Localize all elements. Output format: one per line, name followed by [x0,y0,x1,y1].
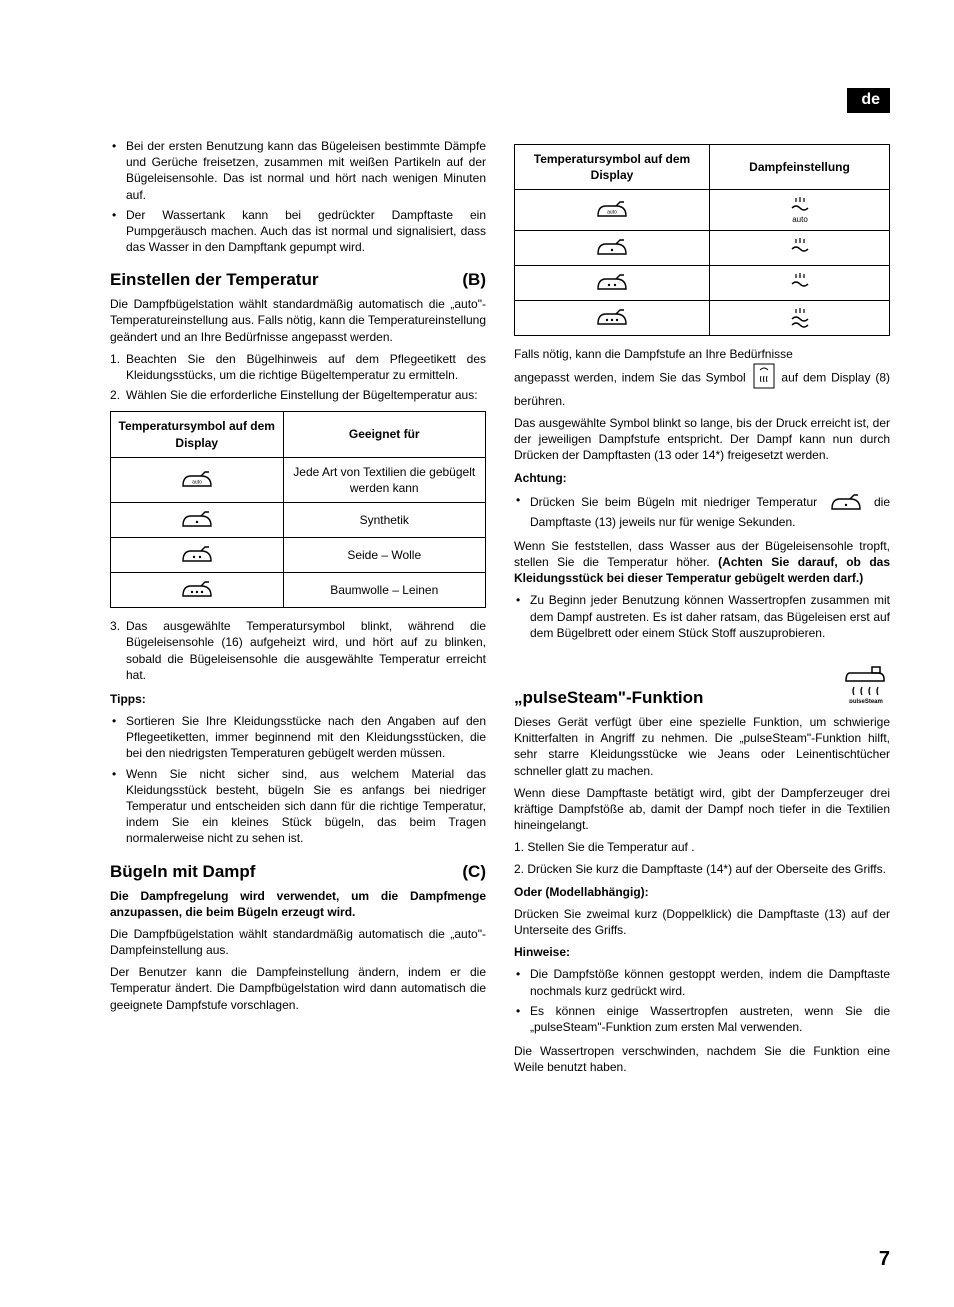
section-c-title: Bügeln mit Dampf [110,861,255,884]
intro-bullets: Bei der ersten Benutzung kann das Bügele… [110,138,486,255]
intro-bullet-1: Bei der ersten Benutzung kann das Bügele… [110,138,486,203]
tip-1: Sortieren Sie Ihre Kleidungsstücke nach … [110,713,486,762]
table1-text-cell: Jede Art von Textilien die gebügelt werd… [283,457,486,502]
table1-row: Synthetik [111,503,486,538]
page: de Bei der ersten Benutzung kann das Büg… [0,0,954,1307]
table1-text-cell: Seide – Wolle [283,538,486,573]
table2-steam-cell [710,301,890,336]
oder-paragraph: Drücken Sie zweimal kurz (Doppelklick) d… [514,906,890,938]
tips-label: Tipps: [110,691,486,707]
section-b-step-1: Beachten Sie den Bügelhinweis auf dem Pf… [110,351,486,383]
section-b-step3-list: Das ausgewählte Temperatursymbol blinkt,… [110,618,486,683]
table1-icon-cell [111,503,284,538]
section-b-title: Einstellen der Temperatur [110,269,318,292]
pulse-steam-title: „pulseSteam"-Funktion [514,687,703,710]
table1-icon-cell: auto [111,457,284,502]
after-warn-list: Zu Beginn jeder Benutzung können Wassert… [514,592,890,641]
table2-row [515,231,890,266]
table2-head-left: Temperatursymbol auf dem Display [515,145,710,190]
tip-2: Wenn Sie nicht sicher sind, aus welchem … [110,766,486,847]
hinweise-label: Hinweise: [514,944,890,960]
achtung-bullet-a: Drücken Sie beim Bügeln mit niedriger Te… [530,495,817,509]
hinweis-1: Die Dampfstöße können gestoppt werden, i… [514,966,890,998]
table1-row: auto Jede Art von Textilien die gebügelt… [111,457,486,502]
svg-text:pulseSteam: pulseSteam [849,699,883,703]
section-b-intro: Die Dampfbügelstation wählt standardmäßi… [110,296,486,345]
section-b-heading: Einstellen der Temperatur (B) [110,269,486,292]
table1-row: Baumwolle – Leinen [111,573,486,608]
section-b-step-2: Wählen Sie die erforderliche Einstellung… [110,387,486,403]
steam-adjust-a: Falls nötig, kann die Dampfstufe an Ihre… [514,347,793,361]
table2-steam-cell [710,266,890,301]
pulse-steam-heading: „pulseSteam"-Funktion pulseSteam [514,663,890,710]
iron-one-dot-icon [826,492,866,514]
table2-row [515,301,890,336]
temperature-suitability-table: Temperatursymbol auf dem Display Geeigne… [110,411,486,608]
pulse-intro: Dieses Gerät verfügt über eine spezielle… [514,714,890,779]
final-paragraph: Die Wassertropen verschwinden, nachdem S… [514,1043,890,1075]
table2-head-right: Dampfeinstellung [710,145,890,190]
two-column-layout: Bei der ersten Benutzung kann das Bügele… [110,138,890,1082]
section-c-p2: Der Benutzer kann die Dampfeinstellung ä… [110,964,486,1013]
table2-temp-cell: auto [515,190,710,231]
svg-text:auto: auto [192,479,202,485]
warn-paragraph: Wenn Sie feststellen, dass Wasser aus de… [514,538,890,587]
svg-text:auto: auto [607,210,617,216]
section-b-step-3: Das ausgewählte Temperatursymbol blinkt,… [110,618,486,683]
right-column: Temperatursymbol auf dem Display Dampfei… [514,138,890,1082]
section-c-heading: Bügeln mit Dampf (C) [110,861,486,884]
table1-icon-cell [111,538,284,573]
oder-label: Oder (Modellabhängig): [514,884,890,900]
table2-temp-cell [515,231,710,266]
hinweis-2: Es können einige Wassertropfen austreten… [514,1003,890,1035]
language-tag: de [847,88,890,113]
section-c-letter: (C) [462,861,486,884]
intro-bullet-2: Der Wassertank kann bei gedrückter Dampf… [110,207,486,256]
page-number: 7 [879,1248,890,1271]
achtung-bullet: Drücken Sie beim Bügeln mit niedriger Te… [514,492,890,530]
table1-icon-cell [111,573,284,608]
steam-adjust-paragraph: Falls nötig, kann die Dampfstufe an Ihre… [514,346,890,409]
table1-head-left: Temperatursymbol auf dem Display [111,412,284,457]
achtung-label: Achtung: [514,470,890,486]
steam-symbol-box-icon [753,363,775,393]
table1-head-right: Geeignet für [283,412,486,457]
svg-text:auto: auto [792,215,808,224]
pulse-step-1: 1. Stellen Sie die Temperatur auf . [514,839,890,855]
hinweise-list: Die Dampfstöße können gestoppt werden, i… [514,966,890,1035]
achtung-list: Drücken Sie beim Bügeln mit niedriger Te… [514,492,890,530]
pulse-steam-icon: pulseSteam [842,663,890,710]
table2-row [515,266,890,301]
table1-row: Seide – Wolle [111,538,486,573]
section-c-p1: Die Dampfbügelstation wählt standardmäßi… [110,926,486,958]
pulse-p2: Wenn diese Dampftaste betätigt wird, gib… [514,785,890,834]
pulse-step-2: 2. Drücken Sie kurz die Dampftaste (14*)… [514,861,890,877]
table2-temp-cell [515,266,710,301]
section-b-letter: (B) [462,269,486,292]
section-b-steps: Beachten Sie den Bügelhinweis auf dem Pf… [110,351,486,404]
section-c-intro-bold: Die Dampfregelung wird verwendet, um die… [110,888,486,920]
table2-steam-cell: auto [710,190,890,231]
table1-text-cell: Baumwolle – Leinen [283,573,486,608]
steam-adjust-b: angepasst werden, indem Sie das Symbol [514,370,746,384]
tips-list: Sortieren Sie Ihre Kleidungsstücke nach … [110,713,486,847]
after-warn-bullet: Zu Beginn jeder Benutzung können Wassert… [514,592,890,641]
left-column: Bei der ersten Benutzung kann das Bügele… [110,138,486,1082]
right-p2: Das ausgewählte Symbol blinkt so lange, … [514,415,890,464]
temperature-steam-table: Temperatursymbol auf dem Display Dampfei… [514,144,890,336]
table2-temp-cell [515,301,710,336]
table2-row: auto auto [515,190,890,231]
table2-steam-cell [710,231,890,266]
table1-text-cell: Synthetik [283,503,486,538]
